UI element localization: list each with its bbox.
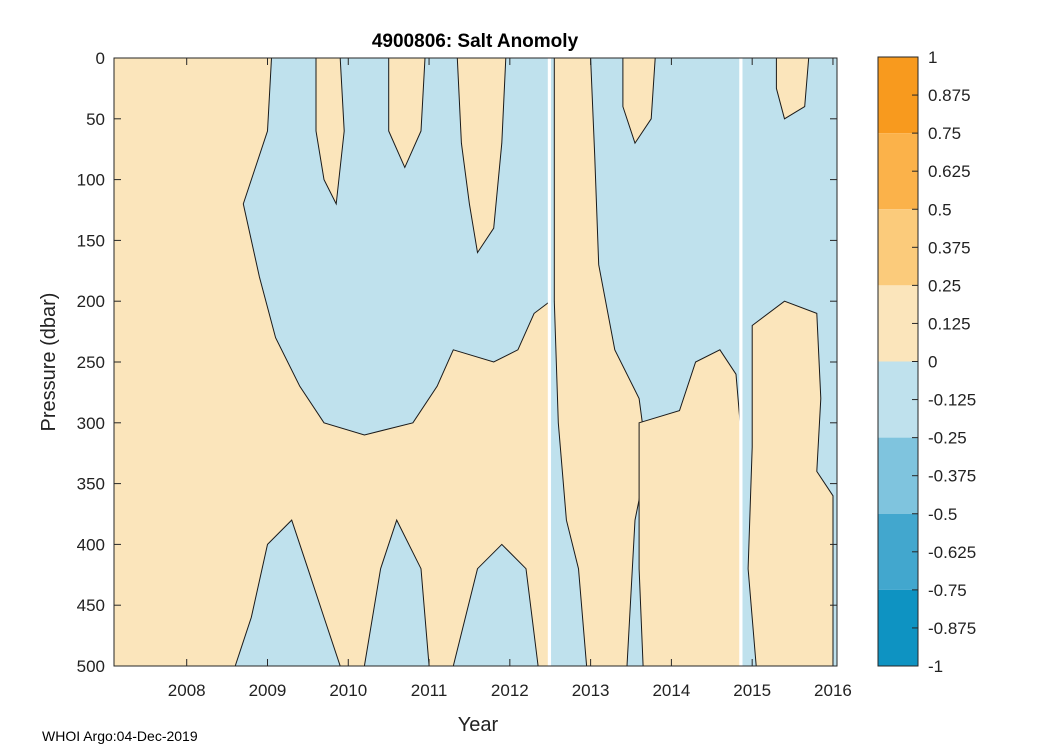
x-tick-label-2015: 2015 — [733, 681, 771, 700]
y-axis-label: Pressure (dbar) — [38, 293, 60, 432]
x-tick-label-2008: 2008 — [168, 681, 206, 700]
data-gap-2 — [739, 58, 743, 666]
y-tick-label-200: 200 — [77, 292, 105, 311]
x-tick-label-2010: 2010 — [329, 681, 367, 700]
colorbar-band--0.5-to--0.25 — [878, 437, 918, 514]
colorbar-tick-label--0.5: -0.5 — [928, 505, 957, 524]
y-tick-label-350: 350 — [77, 475, 105, 494]
colorbar-tick-label-1: 1 — [928, 48, 937, 67]
positive-anomaly-region-2010-2011-upper — [388, 58, 426, 169]
y-tick-label-400: 400 — [77, 535, 105, 554]
colorbar-band-0.5-to-0.75 — [878, 133, 918, 210]
colorbar-tick-label-0.875: 0.875 — [928, 86, 971, 105]
x-tick-label-2016: 2016 — [814, 681, 852, 700]
x-tick-label-2013: 2013 — [572, 681, 610, 700]
y-tick-label-500: 500 — [77, 657, 105, 676]
colorbar-band--0.25-to-0 — [878, 361, 918, 438]
y-tick-label-0: 0 — [96, 49, 105, 68]
colorbar: 1 0.875 0.75 0.625 0.5 0.375 0.25 0.125 0 -0.125 -… — [877, 48, 976, 676]
colorbar-band-0-to-0.25 — [878, 285, 918, 362]
colorbar-tick-label-0.5: 0.5 — [928, 200, 952, 219]
x-tick-label-2012: 2012 — [491, 681, 529, 700]
plot-area — [114, 58, 837, 666]
positive-anomaly-region-2012-2013 — [553, 58, 648, 666]
chart-title: 4900806: Salt Anomoly — [372, 31, 579, 52]
colorbar-tick-label--1: -1 — [928, 657, 943, 676]
colorbar-tick-label--0.875: -0.875 — [928, 619, 976, 638]
colorbar-tick-label--0.75: -0.75 — [928, 581, 967, 600]
colorbar-band-0.25-to-0.5 — [878, 209, 918, 286]
positive-anomaly-region-2013-2014-surface — [622, 58, 656, 145]
colorbar-tick-label-0.25: 0.25 — [928, 276, 961, 295]
colorbar-tick-label-0: 0 — [928, 353, 937, 372]
footer-credit: WHOI Argo:04-Dec-2019 — [42, 728, 198, 744]
positive-anomaly-region-2009-upper — [315, 58, 345, 206]
x-tick-label-2009: 2009 — [249, 681, 287, 700]
positive-anomaly-region-2011-2012-surface — [456, 58, 507, 254]
positive-anomaly-region-2015-upper — [775, 58, 810, 120]
colorbar-tick-label--0.125: -0.125 — [928, 391, 976, 410]
y-axis: 0 50 100 150 200 250 300 350 400 450 500 — [77, 49, 837, 676]
colorbar-band-0.75-to-1 — [878, 57, 918, 134]
positive-anomaly-region-2013-2014-deep — [638, 349, 741, 666]
colorbar-tick-label-0.625: 0.625 — [928, 162, 971, 181]
y-tick-label-250: 250 — [77, 353, 105, 372]
data-gap-1 — [547, 58, 552, 666]
colorbar-tick-label--0.375: -0.375 — [928, 467, 976, 486]
x-tick-label-2011: 2011 — [411, 681, 448, 700]
colorbar-tick-label--0.25: -0.25 — [928, 429, 967, 448]
colorbar-band--1-to--0.75 — [878, 589, 918, 666]
positive-anomaly-region-2015-2016-deep — [747, 300, 834, 666]
colorbar-band--0.75-to--0.5 — [878, 513, 918, 590]
positive-anomaly-region-early-2007-2009 — [114, 58, 551, 666]
y-tick-label-150: 150 — [77, 231, 105, 250]
x-axis: 2008 2009 2010 2011 2012 2013 2014 2015 2016 — [168, 58, 852, 700]
y-tick-label-100: 100 — [77, 171, 105, 190]
x-tick-label-2014: 2014 — [652, 681, 690, 700]
x-axis-label: Year — [458, 714, 499, 736]
colorbar-tick-label--0.625: -0.625 — [928, 543, 976, 562]
colorbar-tick-label-0.375: 0.375 — [928, 238, 971, 257]
colorbar-tick-label-0.75: 0.75 — [928, 124, 961, 143]
y-tick-label-300: 300 — [77, 414, 105, 433]
colorbar-tick-label-0.125: 0.125 — [928, 314, 971, 333]
y-tick-label-450: 450 — [77, 596, 105, 615]
y-tick-label-50: 50 — [86, 110, 105, 129]
